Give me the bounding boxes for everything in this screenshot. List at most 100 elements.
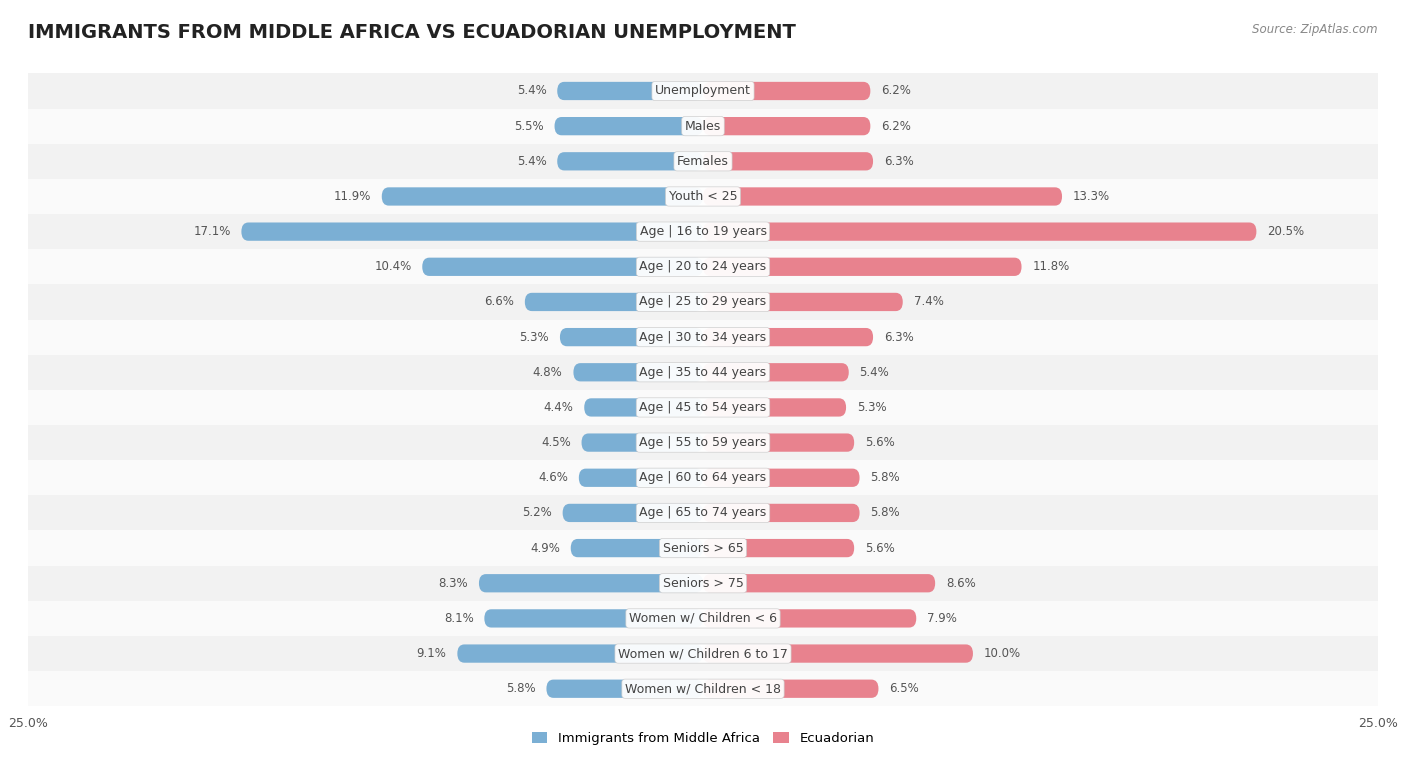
Text: 5.6%: 5.6% <box>865 541 894 555</box>
Bar <box>28 108 1378 144</box>
Text: 5.5%: 5.5% <box>515 120 544 132</box>
Bar <box>28 285 1378 319</box>
FancyBboxPatch shape <box>703 469 859 487</box>
Text: Youth < 25: Youth < 25 <box>669 190 737 203</box>
FancyBboxPatch shape <box>571 539 703 557</box>
Text: 10.4%: 10.4% <box>374 260 412 273</box>
Bar <box>28 671 1378 706</box>
Text: 5.4%: 5.4% <box>859 366 890 378</box>
Text: Age | 25 to 29 years: Age | 25 to 29 years <box>640 295 766 308</box>
Text: 5.8%: 5.8% <box>506 682 536 695</box>
Text: 4.5%: 4.5% <box>541 436 571 449</box>
Bar <box>28 319 1378 355</box>
FancyBboxPatch shape <box>703 117 870 136</box>
Text: 5.2%: 5.2% <box>522 506 551 519</box>
Text: Women w/ Children 6 to 17: Women w/ Children 6 to 17 <box>619 647 787 660</box>
Text: 6.5%: 6.5% <box>889 682 920 695</box>
Legend: Immigrants from Middle Africa, Ecuadorian: Immigrants from Middle Africa, Ecuadoria… <box>526 727 880 750</box>
Bar <box>28 249 1378 285</box>
FancyBboxPatch shape <box>703 609 917 628</box>
Text: 5.3%: 5.3% <box>856 401 887 414</box>
Text: 5.4%: 5.4% <box>516 85 547 98</box>
Bar <box>28 73 1378 108</box>
Text: Source: ZipAtlas.com: Source: ZipAtlas.com <box>1253 23 1378 36</box>
FancyBboxPatch shape <box>557 82 703 100</box>
Text: 10.0%: 10.0% <box>984 647 1021 660</box>
Text: 7.4%: 7.4% <box>914 295 943 308</box>
Text: 4.9%: 4.9% <box>530 541 560 555</box>
FancyBboxPatch shape <box>579 469 703 487</box>
Text: 5.6%: 5.6% <box>865 436 894 449</box>
Text: 5.8%: 5.8% <box>870 506 900 519</box>
Text: Males: Males <box>685 120 721 132</box>
Text: Age | 65 to 74 years: Age | 65 to 74 years <box>640 506 766 519</box>
Text: Seniors > 75: Seniors > 75 <box>662 577 744 590</box>
Text: 5.3%: 5.3% <box>519 331 550 344</box>
Bar <box>28 565 1378 601</box>
Bar <box>28 214 1378 249</box>
Text: Age | 55 to 59 years: Age | 55 to 59 years <box>640 436 766 449</box>
Text: 5.8%: 5.8% <box>870 472 900 484</box>
Bar <box>28 355 1378 390</box>
FancyBboxPatch shape <box>703 328 873 346</box>
Text: Age | 60 to 64 years: Age | 60 to 64 years <box>640 472 766 484</box>
FancyBboxPatch shape <box>703 82 870 100</box>
FancyBboxPatch shape <box>582 434 703 452</box>
Text: 6.2%: 6.2% <box>882 85 911 98</box>
FancyBboxPatch shape <box>422 257 703 276</box>
FancyBboxPatch shape <box>703 398 846 416</box>
Text: Age | 30 to 34 years: Age | 30 to 34 years <box>640 331 766 344</box>
FancyBboxPatch shape <box>547 680 703 698</box>
FancyBboxPatch shape <box>703 539 855 557</box>
FancyBboxPatch shape <box>703 363 849 382</box>
FancyBboxPatch shape <box>703 293 903 311</box>
Bar <box>28 495 1378 531</box>
Text: IMMIGRANTS FROM MIDDLE AFRICA VS ECUADORIAN UNEMPLOYMENT: IMMIGRANTS FROM MIDDLE AFRICA VS ECUADOR… <box>28 23 796 42</box>
Bar <box>28 390 1378 425</box>
FancyBboxPatch shape <box>382 187 703 206</box>
FancyBboxPatch shape <box>585 398 703 416</box>
Text: Women w/ Children < 6: Women w/ Children < 6 <box>628 612 778 625</box>
FancyBboxPatch shape <box>703 223 1257 241</box>
Text: 8.1%: 8.1% <box>444 612 474 625</box>
Text: 11.9%: 11.9% <box>333 190 371 203</box>
FancyBboxPatch shape <box>562 503 703 522</box>
Bar <box>28 179 1378 214</box>
FancyBboxPatch shape <box>703 574 935 593</box>
FancyBboxPatch shape <box>703 503 859 522</box>
Bar <box>28 531 1378 565</box>
Text: 13.3%: 13.3% <box>1073 190 1109 203</box>
Text: 6.3%: 6.3% <box>884 331 914 344</box>
Text: 8.6%: 8.6% <box>946 577 976 590</box>
Text: Unemployment: Unemployment <box>655 85 751 98</box>
FancyBboxPatch shape <box>703 434 855 452</box>
FancyBboxPatch shape <box>557 152 703 170</box>
Text: 6.6%: 6.6% <box>484 295 515 308</box>
Text: Women w/ Children < 18: Women w/ Children < 18 <box>626 682 780 695</box>
FancyBboxPatch shape <box>703 644 973 662</box>
Text: Females: Females <box>678 155 728 168</box>
Bar <box>28 144 1378 179</box>
FancyBboxPatch shape <box>484 609 703 628</box>
Text: 17.1%: 17.1% <box>193 225 231 238</box>
FancyBboxPatch shape <box>703 680 879 698</box>
Bar <box>28 636 1378 671</box>
Text: 4.4%: 4.4% <box>544 401 574 414</box>
Bar <box>28 460 1378 495</box>
Text: 4.8%: 4.8% <box>533 366 562 378</box>
FancyBboxPatch shape <box>560 328 703 346</box>
FancyBboxPatch shape <box>703 152 873 170</box>
Text: 6.3%: 6.3% <box>884 155 914 168</box>
Bar <box>28 425 1378 460</box>
FancyBboxPatch shape <box>574 363 703 382</box>
Bar <box>28 601 1378 636</box>
Text: Age | 16 to 19 years: Age | 16 to 19 years <box>640 225 766 238</box>
Text: Age | 35 to 44 years: Age | 35 to 44 years <box>640 366 766 378</box>
FancyBboxPatch shape <box>703 257 1022 276</box>
Text: Age | 20 to 24 years: Age | 20 to 24 years <box>640 260 766 273</box>
FancyBboxPatch shape <box>524 293 703 311</box>
Text: Age | 45 to 54 years: Age | 45 to 54 years <box>640 401 766 414</box>
FancyBboxPatch shape <box>554 117 703 136</box>
Text: 7.9%: 7.9% <box>927 612 957 625</box>
Text: 20.5%: 20.5% <box>1267 225 1305 238</box>
